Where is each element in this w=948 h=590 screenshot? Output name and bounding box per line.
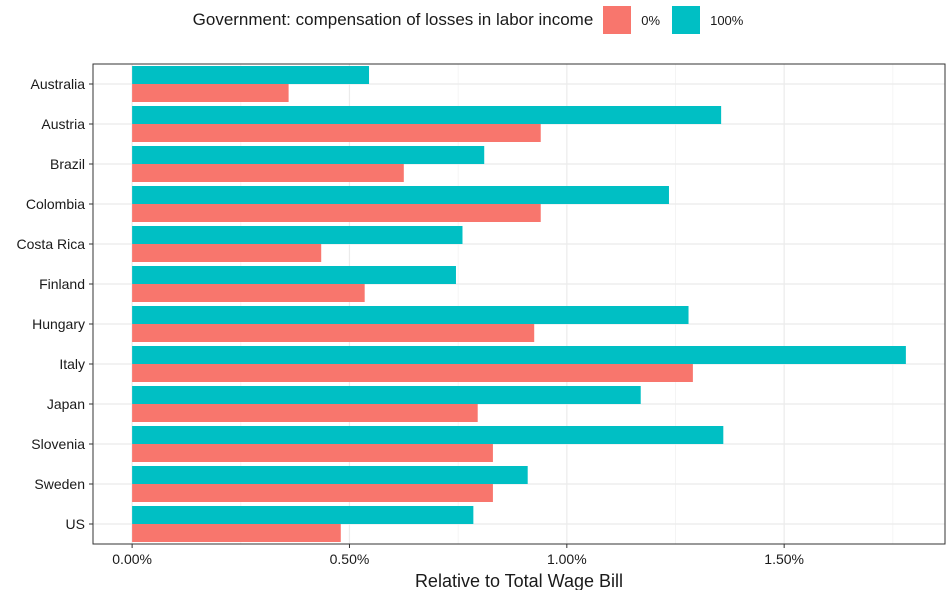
bar-costa-rica-0 [132,244,322,262]
bar-sweden-0 [132,484,493,502]
legend-label-0: 0% [641,12,661,28]
bar-us-100 [132,506,474,524]
bar-finland-0 [132,284,365,302]
bar-us-0 [132,524,341,542]
bar-slovenia-100 [132,426,724,444]
y-tick-label: Hungary [32,316,85,332]
bar-italy-0 [132,364,693,382]
y-tick-label: Austria [41,116,85,132]
legend-swatch-0 [603,6,632,34]
bar-australia-0 [132,84,289,102]
bar-brazil-0 [132,164,404,182]
legend-item-0: 0% [603,6,660,34]
bar-austria-100 [132,106,722,124]
x-tick-label: 1.00% [547,551,587,567]
y-tick-label: Slovenia [31,436,85,452]
bar-hungary-100 [132,306,689,324]
y-tick-label: Sweden [34,476,85,492]
y-tick-label: Brazil [50,156,85,172]
panel-border [92,63,946,545]
y-tick-label: Italy [59,356,85,372]
bar-colombia-100 [132,186,669,204]
legend-item-1: 100% [672,6,743,34]
x-axis-title: Relative to Total Wage Bill [415,571,623,590]
bar-slovenia-0 [132,444,493,462]
y-tick-label: Japan [47,396,85,412]
bar-colombia-0 [132,204,541,222]
bar-sweden-100 [132,466,528,484]
y-tick-label: Australia [31,76,86,92]
legend-title: Government: compensation of losses in la… [192,10,594,29]
bar-costa-rica-100 [132,226,463,244]
bar-japan-0 [132,404,478,422]
bar-italy-100 [132,346,906,364]
x-tick-label: 0.50% [330,551,370,567]
bar-australia-100 [132,66,370,84]
y-tick-label: Colombia [26,196,85,212]
legend: Government: compensation of losses in la… [0,5,948,35]
bar-austria-0 [132,124,541,142]
legend-label-1: 100% [710,12,744,28]
legend-swatch-1 [672,6,701,34]
bar-finland-100 [132,266,456,284]
y-tick-label: Finland [39,276,85,292]
bar-brazil-100 [132,146,485,164]
y-tick-label: US [66,516,85,532]
x-tick-label: 1.50% [764,551,804,567]
bar-hungary-0 [132,324,535,342]
bar-japan-100 [132,386,641,404]
y-tick-label: Costa Rica [17,236,86,252]
x-tick-label: 0.00% [112,551,152,567]
